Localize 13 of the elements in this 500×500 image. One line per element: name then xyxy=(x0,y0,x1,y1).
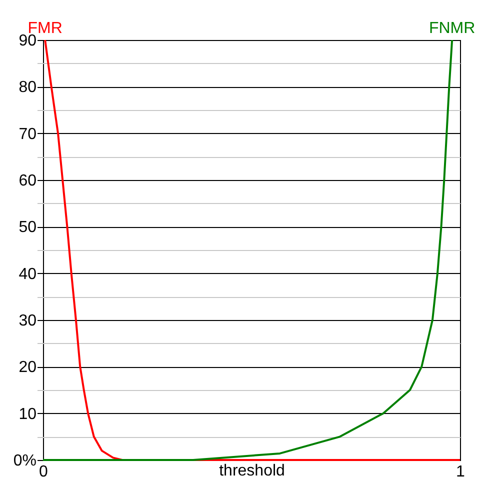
y-tick-label: 0% xyxy=(13,452,36,470)
x-axis-title: threshold xyxy=(219,462,285,480)
y-tick-label: 60 xyxy=(18,172,37,190)
y-tick-label: 20 xyxy=(18,359,37,376)
x-tick-label: 0 xyxy=(39,464,48,480)
y-tick-label: 70 xyxy=(18,126,37,143)
y-tick-label: 50 xyxy=(18,219,37,236)
x-tick-label: 1 xyxy=(456,464,466,480)
y-tick-label: 80 xyxy=(18,79,37,96)
series-label: FNMR xyxy=(428,20,476,37)
y-tick-label: 40 xyxy=(18,266,37,283)
y-tick-label: 30 xyxy=(18,312,37,330)
y-tick-label: 10 xyxy=(18,406,37,423)
